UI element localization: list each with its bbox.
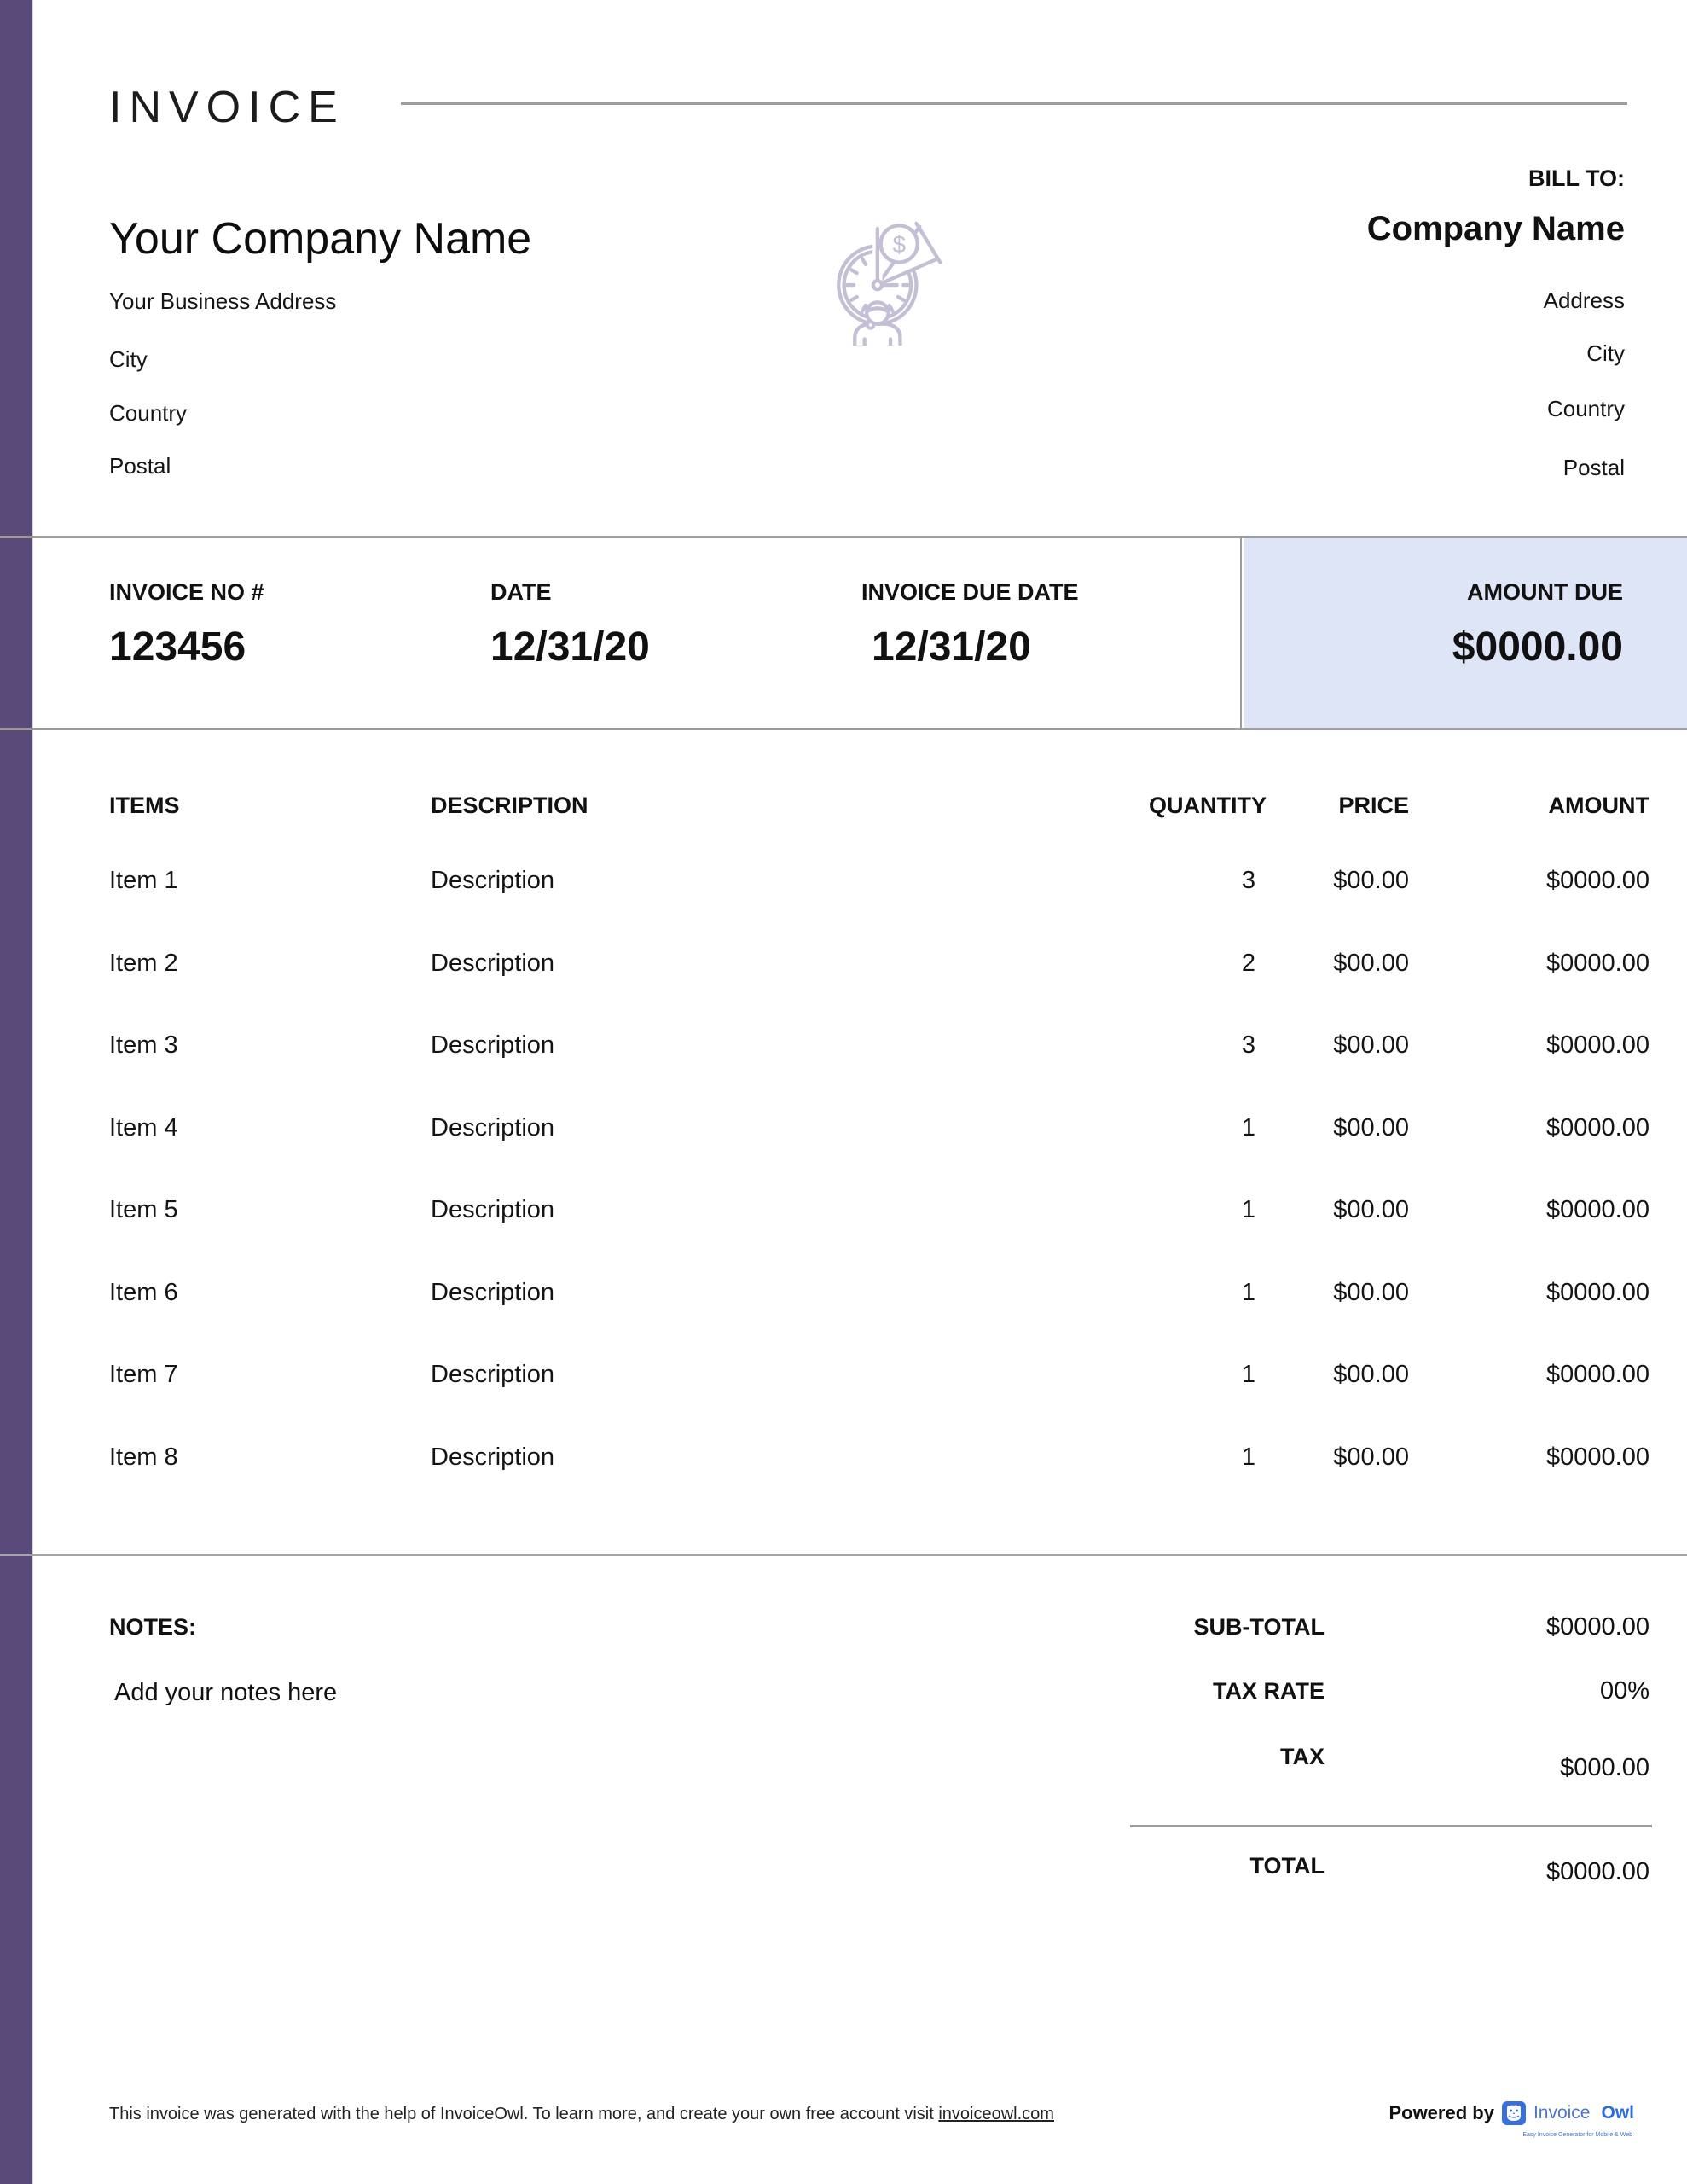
bill-to-country: Country bbox=[1546, 396, 1625, 421]
clock-money-watermark-icon: $ bbox=[837, 221, 942, 346]
item-price: $00.00 bbox=[1333, 1196, 1409, 1223]
total-label: TOTAL bbox=[1249, 1853, 1325, 1879]
notes-label: NOTES: bbox=[109, 1614, 197, 1640]
item-description: Description bbox=[431, 950, 555, 977]
amount-box-left-border bbox=[1240, 538, 1242, 728]
details-bottom-rule bbox=[0, 728, 1687, 730]
date-value: 12/31/20 bbox=[490, 624, 650, 670]
brand-name-owl: Owl bbox=[1601, 2103, 1634, 2123]
item-description: Description bbox=[431, 1443, 555, 1471]
amount-due-highlight-box bbox=[1244, 538, 1687, 728]
bill-to-label: BILL TO: bbox=[1528, 166, 1625, 191]
bill-to-city: City bbox=[1586, 340, 1625, 366]
item-name: Item 6 bbox=[109, 1279, 178, 1306]
summary-top-rule bbox=[0, 1554, 1687, 1556]
col-header-items: ITEMS bbox=[109, 793, 180, 818]
date-label: DATE bbox=[490, 579, 552, 605]
company-name: Your Company Name bbox=[109, 214, 532, 264]
item-amount: $0000.00 bbox=[1546, 1361, 1649, 1388]
item-amount: $0000.00 bbox=[1546, 1196, 1649, 1223]
bill-to-company-name: Company Name bbox=[1366, 210, 1625, 247]
item-name: Item 8 bbox=[109, 1443, 178, 1471]
company-city: City bbox=[109, 346, 148, 372]
brand-tagline: Easy Invoice Generator for Mobile & Web bbox=[1522, 2132, 1632, 2138]
tax-value: $000.00 bbox=[1560, 1754, 1649, 1781]
item-name: Item 4 bbox=[109, 1114, 178, 1141]
powered-by-label: Powered by bbox=[1388, 2102, 1494, 2123]
item-price: $00.00 bbox=[1333, 950, 1409, 977]
item-description: Description bbox=[431, 1114, 555, 1141]
item-quantity: 1 bbox=[1241, 1279, 1255, 1306]
tax-label: TAX bbox=[1280, 1744, 1325, 1769]
item-description: Description bbox=[431, 867, 555, 894]
notes-text: Add your notes here bbox=[114, 1679, 338, 1706]
item-price: $00.00 bbox=[1333, 1279, 1409, 1306]
item-description: Description bbox=[431, 1361, 555, 1388]
item-amount: $0000.00 bbox=[1546, 867, 1649, 894]
invoiceowl-owl-logo-icon bbox=[1501, 2101, 1526, 2125]
item-name: Item 1 bbox=[109, 867, 178, 894]
col-header-quantity: QUANTITY bbox=[1149, 793, 1267, 818]
invoice-no-value: 123456 bbox=[109, 624, 246, 670]
tax-rate-value: 00% bbox=[1599, 1677, 1649, 1705]
item-quantity: 1 bbox=[1241, 1196, 1255, 1223]
brand-name-invoice: Invoice bbox=[1533, 2103, 1591, 2123]
company-postal: Postal bbox=[109, 453, 171, 479]
item-price: $00.00 bbox=[1333, 1114, 1409, 1141]
item-name: Item 7 bbox=[109, 1361, 178, 1388]
due-date-value: 12/31/20 bbox=[872, 624, 1031, 670]
item-description: Description bbox=[431, 1279, 555, 1306]
item-price: $00.00 bbox=[1333, 1443, 1409, 1471]
due-date-label: INVOICE DUE DATE bbox=[861, 579, 1079, 605]
item-quantity: 2 bbox=[1241, 950, 1255, 977]
company-country: Country bbox=[109, 400, 188, 426]
col-header-price: PRICE bbox=[1338, 793, 1409, 818]
invoiceowl-link[interactable]: invoiceowl.com bbox=[938, 2105, 1054, 2123]
powered-by-brand: Powered by Invoice Owl bbox=[1388, 2101, 1634, 2125]
item-quantity: 1 bbox=[1241, 1361, 1255, 1388]
item-price: $00.00 bbox=[1333, 867, 1409, 894]
item-amount: $0000.00 bbox=[1546, 1114, 1649, 1141]
col-header-amount: AMOUNT bbox=[1548, 793, 1649, 818]
company-address: Your Business Address bbox=[109, 288, 337, 314]
header-divider-line bbox=[401, 102, 1627, 105]
total-value: $0000.00 bbox=[1546, 1858, 1649, 1885]
page-title: INVOICE bbox=[109, 83, 345, 132]
subtotal-label: SUB-TOTAL bbox=[1193, 1614, 1325, 1640]
item-amount: $0000.00 bbox=[1546, 1443, 1649, 1471]
item-amount: $0000.00 bbox=[1546, 950, 1649, 977]
item-price: $00.00 bbox=[1333, 1361, 1409, 1388]
item-quantity: 1 bbox=[1241, 1114, 1255, 1141]
item-quantity: 1 bbox=[1241, 1443, 1255, 1471]
item-amount: $0000.00 bbox=[1546, 1031, 1649, 1059]
item-quantity: 3 bbox=[1241, 867, 1255, 894]
item-quantity: 3 bbox=[1241, 1031, 1255, 1059]
col-header-description: DESCRIPTION bbox=[431, 793, 588, 818]
total-divider-line bbox=[1130, 1825, 1652, 1827]
details-top-rule bbox=[0, 536, 1687, 538]
item-description: Description bbox=[431, 1196, 555, 1223]
item-price: $00.00 bbox=[1333, 1031, 1409, 1059]
svg-text:$: $ bbox=[892, 231, 906, 258]
footer-disclaimer-text: This invoice was generated with the help… bbox=[109, 2105, 939, 2123]
item-amount: $0000.00 bbox=[1546, 1279, 1649, 1306]
invoice-no-label: INVOICE NO # bbox=[109, 579, 264, 605]
bill-to-postal: Postal bbox=[1562, 455, 1625, 480]
subtotal-value: $0000.00 bbox=[1546, 1613, 1649, 1641]
item-name: Item 5 bbox=[109, 1196, 178, 1223]
amount-due-label: AMOUNT DUE bbox=[1467, 579, 1623, 605]
item-name: Item 3 bbox=[109, 1031, 178, 1059]
tax-rate-label: TAX RATE bbox=[1213, 1678, 1325, 1704]
bill-to-address: Address bbox=[1543, 288, 1625, 313]
item-name: Item 2 bbox=[109, 950, 178, 977]
footer-disclaimer: This invoice was generated with the help… bbox=[109, 2105, 1054, 2124]
item-description: Description bbox=[431, 1031, 555, 1059]
amount-due-value: $0000.00 bbox=[1452, 624, 1623, 670]
left-accent-stripe bbox=[0, 0, 33, 2184]
